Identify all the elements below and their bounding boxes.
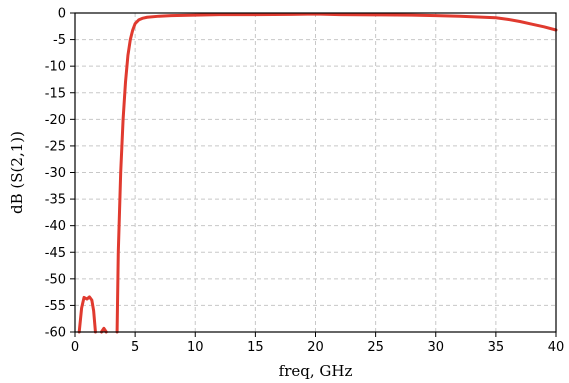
x-tick-label: 35: [488, 340, 505, 355]
series-line-segment: [77, 295, 97, 334]
y-tick-label: 0: [58, 7, 66, 22]
y-tick-label: -60: [45, 326, 66, 341]
x-tick-label: 15: [247, 340, 264, 355]
x-tick-label: 25: [367, 340, 384, 355]
y-tick-label: -40: [45, 219, 66, 234]
y-tick-label: -45: [45, 246, 66, 261]
series-line-segment: [115, 12, 558, 334]
x-tick-label: 30: [427, 340, 444, 355]
y-tick-label: -25: [45, 139, 66, 154]
x-tick-label: 20: [307, 340, 324, 355]
y-tick-label: -30: [45, 166, 66, 181]
y-tick-label: -5: [53, 33, 66, 48]
x-tick-label: 40: [548, 340, 565, 355]
series-line-segment: [99, 326, 108, 334]
x-tick-label: 5: [131, 340, 139, 355]
x-tick-label: 10: [187, 340, 204, 355]
y-axis-label: dB (S(2,1)): [8, 131, 26, 214]
y-tick-label: -35: [45, 193, 66, 208]
x-tick-label: 0: [71, 340, 79, 355]
x-axis-label: freq, GHz: [279, 362, 353, 380]
y-tick-label: -50: [45, 272, 66, 287]
grid-layer: [75, 13, 556, 332]
y-tick-label: -55: [45, 299, 66, 314]
series-layer: [77, 12, 558, 334]
y-tick-label: -15: [45, 86, 66, 101]
y-tick-label: -20: [45, 113, 66, 128]
y-tick-label: -10: [45, 60, 66, 75]
ticks-layer: 0 5 10 15 20 25 30 35 40 0 -5 -10 -15 -20 -25 -30 -35 -40…: [45, 7, 565, 356]
